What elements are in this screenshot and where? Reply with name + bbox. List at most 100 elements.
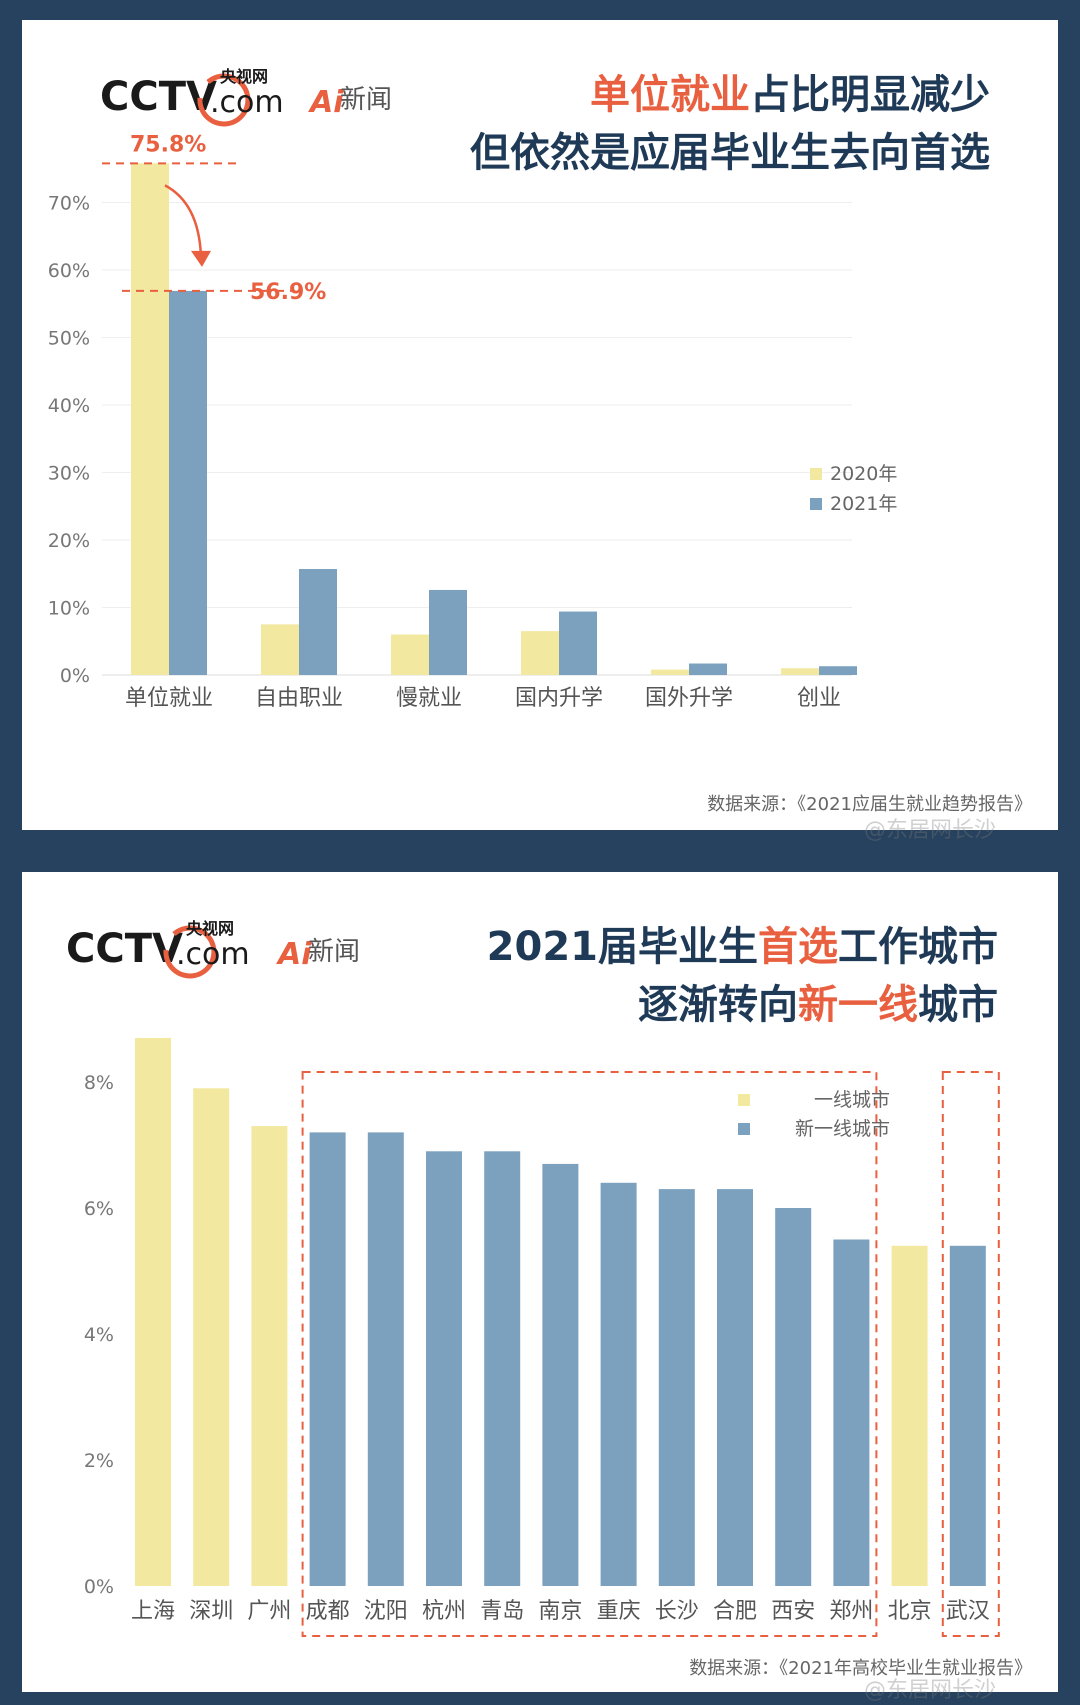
chart2-title-line2: 逐渐转向新一线城市: [638, 982, 998, 1028]
bar-2020-2: [391, 634, 429, 675]
annotation-2020-label: 75.8%: [130, 132, 206, 157]
legend-label-newtier1: 新一线城市: [795, 1118, 890, 1140]
y-tick-label: 6%: [84, 1198, 114, 1220]
chart1-title-line1: 单位就业占比明显减少: [590, 72, 990, 118]
bar-city-8: [600, 1182, 637, 1586]
x-category-label: 北京: [888, 1599, 932, 1624]
annotation-2021-label: 56.9%: [250, 280, 326, 305]
bar-city-12: [833, 1239, 870, 1586]
legend-swatch-newtier1: [738, 1123, 750, 1135]
chart1-annotations: 75.8% 56.9%: [102, 132, 326, 305]
annotation-arrow-icon: [164, 184, 203, 257]
y-tick-label: 50%: [48, 328, 90, 350]
y-tick-label: 2%: [84, 1450, 114, 1472]
bar-city-0: [135, 1037, 171, 1586]
x-category-label: 长沙: [655, 1599, 699, 1624]
annotation-arrowhead-icon: [191, 250, 211, 267]
cctv-logo: CCTV 央视网 .com: [66, 919, 250, 979]
x-category-label: 自由职业: [255, 686, 343, 711]
cctv-logo: CCTV 央视网 .com: [100, 67, 284, 127]
bar-2020-5: [781, 668, 819, 675]
x-category-label: 慢就业: [396, 686, 462, 711]
y-tick-label: 4%: [84, 1324, 114, 1346]
cctv-logo-text: CCTV: [66, 926, 183, 972]
chart-panel-preferred-cities: CCTV 央视网 .com Ai 新闻 2021届毕业生首选工作城市 逐渐转向新…: [22, 872, 1058, 1692]
legend-swatch-2021: [810, 498, 822, 510]
y-tick-label: 10%: [48, 598, 90, 620]
y-tick-label: 8%: [84, 1072, 114, 1094]
y-tick-label: 60%: [48, 260, 90, 282]
chart2-title-part4: 城市: [918, 982, 998, 1028]
x-category-label: 青岛: [480, 1599, 524, 1624]
x-category-label: 深圳: [189, 1599, 233, 1624]
wuhan-highlight-box: [941, 1071, 1000, 1637]
y-tick-label: 0%: [60, 665, 90, 687]
bar-2020-3: [521, 631, 559, 675]
x-category-label: 沈阳: [364, 1599, 408, 1624]
bar-2021-3: [559, 611, 597, 675]
chart1-gridlines: [102, 202, 852, 676]
x-category-label: 重庆: [597, 1599, 641, 1624]
ai-news-logo: Ai 新闻: [308, 85, 392, 120]
chart2-y-axis: 0% 2% 4% 6% 8%: [84, 1072, 114, 1598]
chart1-title-dark: 占比明显减少: [750, 72, 990, 118]
legend-swatch-tier1: [738, 1094, 750, 1106]
x-category-label: 杭州: [422, 1599, 466, 1624]
bar-city-1: [193, 1088, 230, 1586]
x-category-label: 西安: [771, 1599, 815, 1624]
chart-panel-graduate-destinations: CCTV 央视网 .com Ai 新闻 单位就业占比明显减少 但依然是应届毕业生…: [22, 20, 1058, 830]
legend-swatch-2020: [810, 468, 822, 480]
bar-2021-2: [429, 589, 467, 675]
chart2-title-part1: 2021届毕业生: [487, 924, 758, 970]
ai-news-logo: Ai 新闻: [276, 937, 360, 972]
y-tick-label: 70%: [48, 193, 90, 215]
chart2-source-note: 数据来源：《2021年高校毕业生就业报告》: [689, 1658, 1032, 1679]
ai-logo-text: Ai: [308, 85, 344, 120]
bar-2020-4: [651, 669, 689, 675]
x-category-label: 上海: [131, 1599, 175, 1624]
chart2-title-part3: 逐渐转向: [638, 982, 798, 1028]
yangshiwang-text: 央视网: [220, 67, 268, 86]
yangshiwang-text: 央视网: [186, 919, 234, 938]
x-category-label: 南京: [538, 1599, 582, 1624]
chart2-watermark: @东居网长沙: [864, 1678, 997, 1703]
bar-city-9: [658, 1189, 695, 1586]
xinwen-logo-text: 新闻: [308, 937, 360, 967]
xinwen-logo-text: 新闻: [340, 85, 392, 115]
chart2-title-red1: 首选: [758, 924, 838, 970]
cctv-swoosh-icon: [163, 925, 217, 979]
x-category-label: 郑州: [829, 1599, 873, 1624]
chart1-title-red: 单位就业: [590, 72, 750, 118]
y-tick-label: 30%: [48, 463, 90, 485]
x-category-label: 国内升学: [515, 686, 603, 711]
legend-label-2021: 2021年: [830, 493, 897, 515]
legend-label-tier1: 一线城市: [814, 1089, 890, 1111]
x-category-label: 创业: [797, 686, 841, 711]
y-tick-label: 40%: [48, 395, 90, 417]
bar-city-13: [891, 1245, 928, 1586]
chart2-x-axis: 上海 深圳 广州 成都 沈阳 杭州 青岛 南京 重庆 长沙 合肥 西安 郑州 北京 武汉: [131, 1599, 990, 1624]
x-category-label: 武汉: [946, 1599, 990, 1624]
chart1-title-line2: 但依然是应届毕业生去向首选: [470, 130, 990, 176]
bar-2021-5: [819, 666, 857, 675]
chart1-y-axis: 0% 10% 20% 30% 40% 50% 60% 70%: [48, 193, 90, 688]
x-category-label: 单位就业: [125, 686, 213, 711]
destination-bar-chart: CCTV 央视网 .com Ai 新闻 单位就业占比明显减少 但依然是应届毕业生…: [48, 67, 1032, 815]
bar-2020-0: [131, 163, 169, 675]
bar-city-10: [717, 1189, 753, 1586]
legend-label-2020: 2020年: [830, 463, 897, 485]
chart1-legend: 2020年 2021年: [810, 463, 897, 515]
x-category-label: 合肥: [713, 1599, 757, 1624]
ai-logo-text: Ai: [276, 937, 312, 972]
x-category-label: 成都: [306, 1599, 350, 1624]
chart2-legend: 一线城市 新一线城市: [738, 1089, 890, 1140]
y-tick-label: 0%: [84, 1576, 114, 1598]
chart2-bars: [135, 1037, 986, 1586]
bar-city-2: [251, 1126, 288, 1586]
cctv-swoosh-icon: [197, 73, 251, 127]
bar-city-6: [484, 1151, 521, 1586]
chart1-watermark: @东居网长沙: [864, 818, 997, 843]
bar-city-7: [542, 1163, 579, 1586]
bar-city-11: [775, 1208, 812, 1586]
x-category-label: 广州: [247, 1599, 291, 1624]
